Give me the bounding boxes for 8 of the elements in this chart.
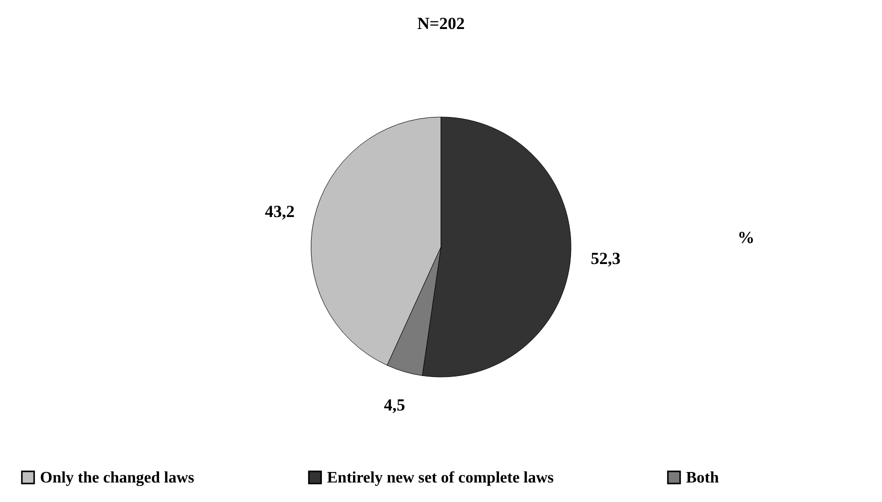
chart-title: N=202 — [417, 14, 465, 33]
legend-label: Only the changed laws — [40, 469, 194, 486]
legend-label: Both — [686, 469, 719, 486]
legend-label: Entirely new set of complete laws — [327, 469, 554, 486]
text: % — [738, 228, 754, 247]
data-label: 4,5 — [384, 395, 406, 414]
data-label: 52,3 — [590, 248, 620, 268]
data-label: 43,2 — [264, 202, 295, 222]
